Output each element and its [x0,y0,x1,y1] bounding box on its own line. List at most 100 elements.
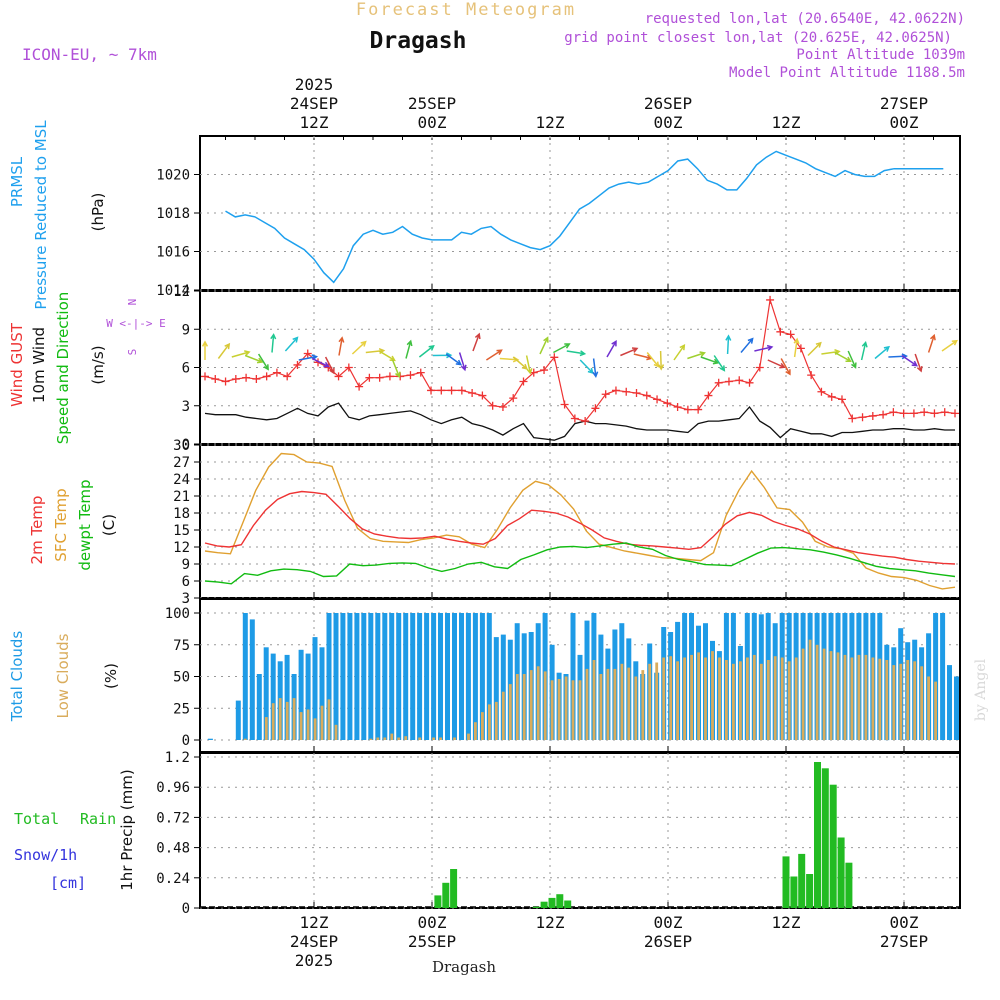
low-cloud-bar [243,738,247,740]
precip-bar [540,901,548,908]
precip-bar [434,895,442,908]
low-cloud-bar [676,661,679,740]
wind-ytick-label: 0 [182,437,190,453]
wind-direction-arrow [311,357,330,368]
low-cloud-bar [815,644,819,741]
wind-direction-arrow [257,353,269,371]
wind-direction-arrow [658,350,665,371]
low-cloud-bar [801,648,805,740]
low-cloud-bar [536,666,540,740]
clouds-ytick-label: 75 [173,638,190,654]
wind-direction-arrow [620,347,639,357]
low-cloud-bar [285,701,289,740]
sfc-temp-label: SFC Temp [52,488,70,561]
wind-gust-marker [478,391,487,400]
temp-ytick-label: 24 [173,472,190,488]
low-cloud-bar [606,668,610,740]
low-cloud-bar [599,674,603,740]
low-cloud-bar [864,654,868,740]
total-cloud-bar [235,700,241,740]
wind-direction-arrow [725,334,732,355]
wind-direction-arrow [539,336,549,355]
wind-gust-marker [735,376,744,385]
precip-snow-unit: [cm] [50,874,86,892]
low-cloud-bar [271,703,275,740]
low-cloud-bar [871,657,875,740]
wind-direction-arrow [324,356,335,375]
place-title: Dragash [370,28,467,54]
low-cloud-bar [850,657,854,740]
low-cloud-bar [481,712,484,740]
low-cloud-bar [878,658,882,740]
wind-gust-marker [365,373,374,382]
precip-bar [829,784,837,908]
wind-ytick-label: 9 [182,322,190,338]
total-cloud-bar [382,613,388,740]
wind-gust-marker [201,372,209,381]
temp-ytick-label: 18 [173,506,190,522]
precip-bar [814,762,821,908]
low-cloud-bar [439,737,442,740]
total-cloud-bar [333,613,339,740]
plot-area: 1014101610181020036912369121518212427300… [156,75,961,970]
wind-direction-arrow [780,358,791,376]
wind-gust-marker [498,403,507,412]
top-time-label: 00Z [654,113,683,132]
wind-direction-arrow [284,336,299,352]
low-cloud-bar [732,663,735,740]
total-cloud-bar [319,647,325,740]
total-cloud-bar [354,613,360,740]
top-time-label: 2025 [295,75,334,94]
total-cloud-bar [445,613,450,740]
wind-gust-marker [406,371,415,380]
clouds-ytick-label: 50 [173,670,190,686]
precip-unit-label: 1hr Precip (mm) [118,769,136,890]
wind-gust-marker [807,371,816,380]
precip-ytick-label: 0.72 [156,810,190,826]
wind-gust-marker [889,408,898,417]
low-cloud-bar [620,663,624,740]
wind-direction-arrow [445,353,463,366]
low-cloud-bar [432,737,435,740]
wind-gust-marker [375,373,384,382]
wind-ytick-label: 12 [173,284,190,300]
wind-direction-arrow [217,342,231,359]
low-cloud-bar [934,681,937,740]
wind-gust-marker [868,411,877,420]
wind-gust-marker [796,344,805,353]
total-cloud-bar [431,613,437,740]
precip-ytick-label: 0.48 [156,841,190,857]
wind-direction-arrow [338,336,345,356]
wind-direction-arrow [579,359,594,374]
wind-direction-arrow [901,354,918,367]
precip-bar [798,853,806,908]
wind-direction-arrow [941,339,958,352]
dewpt-label: dewpt Temp [76,479,94,570]
wind-gust-marker [694,405,703,414]
total-cloud-bar [493,637,499,740]
gust-label: Wind GUST [8,322,26,407]
precip-ytick-label: 0.24 [156,871,190,887]
wind-direction-arrow [201,340,209,360]
pressure-unit: (hPa) [89,193,107,232]
wind-gust-marker [611,386,620,395]
wind-gust-marker [858,413,867,422]
wind-speed-dir-label: Speed and Direction [54,292,72,445]
precip-bar [821,768,829,908]
wind-direction-arrow [673,344,686,361]
total-cloud-bar [368,613,374,740]
wind-direction-arrow [807,341,822,357]
wind-gust-marker [560,400,569,409]
low-cloud-bar [494,701,498,740]
wind-direction-arrow [270,333,277,353]
low-cloud-bar [522,674,526,740]
low-cloud-bar [550,680,554,740]
low-cloud-bar [773,656,777,740]
temp-ytick-label: 27 [173,455,190,471]
low-cloud-bar [320,705,324,740]
total-cloud-bar [326,613,332,740]
low-cloud-bar [655,662,659,740]
total-cloud-bar [424,613,430,740]
dewpoint-line [204,542,956,585]
low-cloud-bar [669,656,673,740]
